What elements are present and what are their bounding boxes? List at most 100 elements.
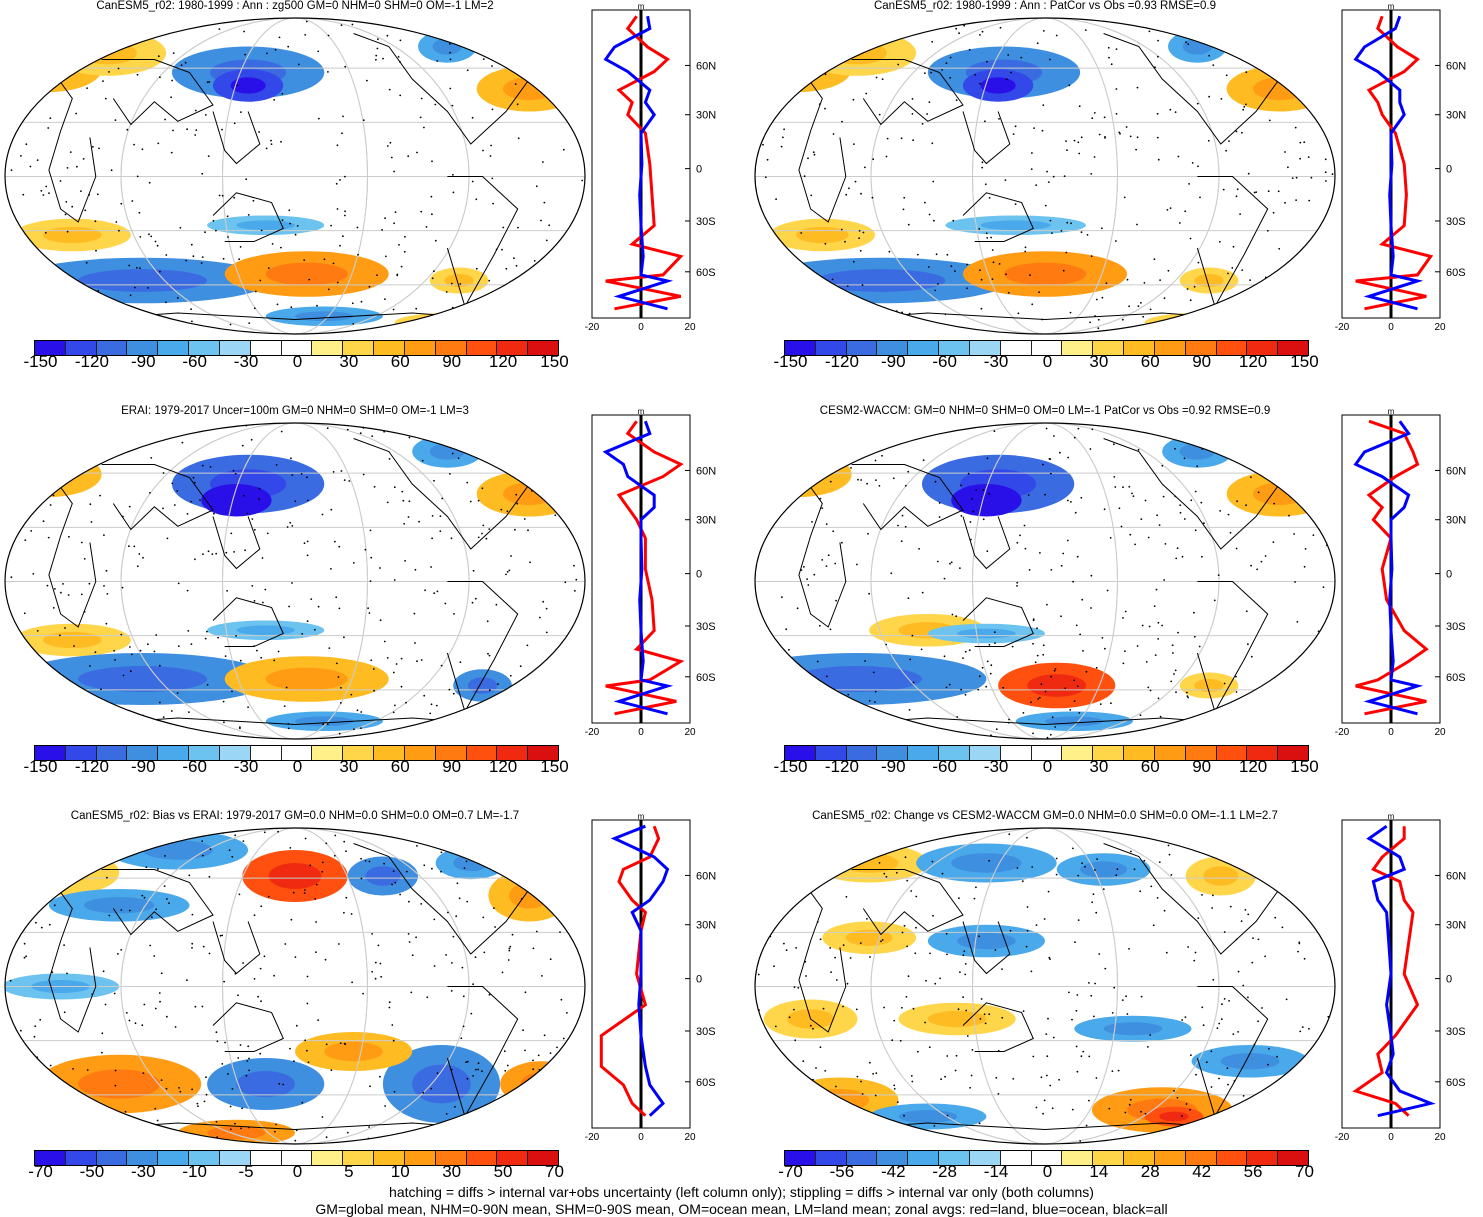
- stipple-dot: [1308, 1027, 1310, 1030]
- stipple-dot: [827, 554, 830, 557]
- stipple-dot: [874, 459, 877, 462]
- stipple-dot: [371, 970, 374, 973]
- stipple-dot: [1125, 126, 1128, 128]
- stipple-dot: [278, 36, 281, 39]
- stipple-dot: [233, 196, 236, 199]
- colorbar-segment: [1185, 341, 1217, 355]
- contour-map: [754, 827, 1336, 1145]
- stipple-dot: [1042, 644, 1045, 647]
- stipple-dot: [283, 705, 286, 707]
- stipple-dot: [1101, 227, 1103, 230]
- stipple-dot: [1059, 451, 1061, 454]
- stipple-dot: [238, 893, 241, 896]
- coastline: [212, 111, 261, 165]
- stipple-dot: [1035, 924, 1038, 926]
- stipple-dot: [192, 255, 195, 258]
- stipple-dot: [303, 892, 306, 895]
- stipple-dot: [267, 267, 270, 269]
- stipple-dot: [218, 194, 221, 197]
- zonal-ytick-label: 60S: [1446, 267, 1466, 279]
- stipple-dot: [1196, 102, 1199, 105]
- stipple-dot: [490, 144, 492, 147]
- stipple-dot: [1202, 1024, 1205, 1027]
- anomaly-contour-core: [265, 667, 348, 691]
- stipple-dot: [1025, 945, 1028, 948]
- stipple-dot: [353, 728, 355, 731]
- anomaly-contour-core: [43, 226, 102, 244]
- stipple-dot: [1023, 524, 1026, 527]
- stipple-dot: [860, 1080, 862, 1083]
- stipple-dot: [1098, 133, 1101, 136]
- colorbar-labels: -150 -120 -90 -60 -30 0 30 60 90 120 150: [773, 352, 1318, 374]
- colorbar-label: -120: [74, 352, 109, 371]
- stipple-dot: [282, 1083, 285, 1086]
- stipple-dot: [1086, 234, 1089, 236]
- stipple-dot: [1187, 696, 1189, 699]
- stipple-dot: [423, 126, 425, 129]
- stipple-dot: [945, 932, 948, 935]
- stipple-dot: [1142, 315, 1145, 318]
- stipple-dot: [1324, 171, 1327, 174]
- stipple-dot: [1144, 499, 1147, 502]
- stipple-dot: [1268, 1047, 1270, 1050]
- stipple-dot: [986, 550, 989, 552]
- stipple-dot: [64, 627, 66, 629]
- stipple-dot: [401, 490, 404, 493]
- stipple-dot: [1076, 994, 1079, 996]
- stipple-dot: [1042, 653, 1045, 656]
- stipple-dot: [267, 895, 270, 898]
- stipple-dot: [218, 28, 221, 30]
- anomaly-contour-core: [1182, 38, 1213, 55]
- stipple-dot: [945, 686, 948, 689]
- stipple-dot: [1260, 560, 1263, 563]
- stipple-dot: [1122, 617, 1124, 619]
- stipple-dot: [824, 1070, 827, 1072]
- stipple-dot: [872, 1073, 874, 1075]
- colorbar-label: -60: [932, 352, 957, 371]
- stipple-dot: [171, 482, 174, 485]
- stipple-dot: [139, 236, 142, 238]
- stipple-dot: [477, 1068, 479, 1071]
- stipple-dot: [1181, 555, 1184, 558]
- colorbar-segment: [35, 1151, 66, 1165]
- stipple-dot: [991, 278, 994, 280]
- stipple-dot: [385, 255, 387, 258]
- anomaly-contour-core: [980, 77, 1016, 94]
- stipple-dot: [888, 250, 891, 253]
- stipple-dot: [984, 1022, 987, 1025]
- stipple-dot: [80, 541, 83, 544]
- stipple-dot: [416, 845, 418, 847]
- stipple-dot: [1030, 701, 1032, 704]
- colorbar-segment: [877, 746, 909, 760]
- stipple-dot: [421, 459, 424, 462]
- stipple-dot: [205, 1076, 207, 1079]
- coastline: [1196, 176, 1269, 308]
- stipple-dot: [23, 942, 26, 945]
- stipple-dot: [904, 484, 907, 487]
- stipple-dot: [115, 221, 118, 223]
- stipple-dot: [830, 971, 832, 973]
- stipple-dot: [52, 607, 55, 609]
- stipple-dot: [921, 591, 924, 594]
- stipple-dot: [245, 178, 248, 181]
- stipple-dot: [1173, 673, 1175, 675]
- stipple-dot: [1128, 948, 1130, 950]
- stipple-dot: [1166, 209, 1169, 211]
- stipple-dot: [1118, 131, 1121, 134]
- stipple-dot: [867, 532, 869, 535]
- anomaly-contour-core: [268, 863, 322, 889]
- stipple-dot: [343, 911, 345, 914]
- zonal-xlabel: m: [1388, 2, 1395, 11]
- stipple-dot: [1169, 207, 1172, 210]
- stipple-dot: [943, 655, 946, 658]
- stipple-dot: [200, 262, 203, 264]
- anomaly-contour-core: [828, 41, 887, 65]
- stipple-dot: [1193, 285, 1196, 288]
- stipple-dot: [1078, 105, 1081, 108]
- stipple-dot: [488, 279, 491, 282]
- colorbar-segment: [435, 341, 467, 355]
- stipple-dot: [1039, 552, 1041, 554]
- stipple-dot: [832, 133, 835, 135]
- stipple-dot: [1189, 237, 1192, 240]
